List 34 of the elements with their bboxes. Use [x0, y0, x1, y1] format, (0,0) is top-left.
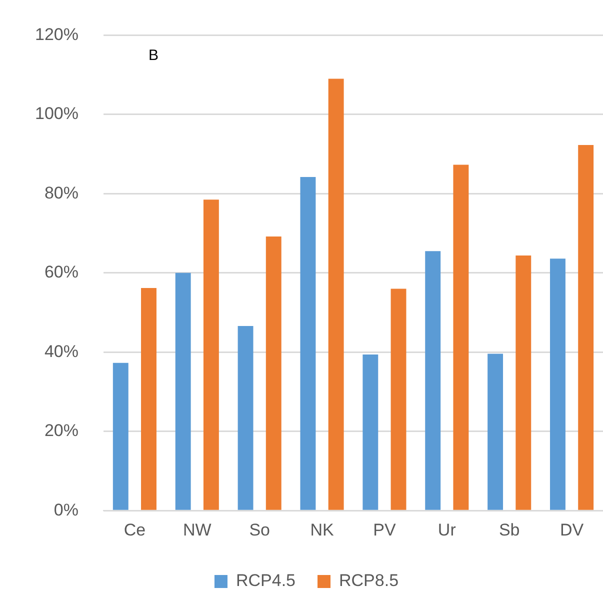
x-tick-label: NK [310, 520, 334, 540]
x-tick-label: Ce [124, 520, 146, 540]
bar [300, 177, 316, 510]
bar [550, 258, 566, 510]
bar [141, 288, 156, 510]
bar [578, 144, 594, 510]
bar [175, 272, 191, 510]
bar [266, 236, 282, 510]
bar [453, 164, 469, 510]
bar [112, 362, 128, 510]
annotation: B [148, 47, 158, 64]
y-tick-label: 100% [34, 104, 78, 124]
bar [516, 255, 532, 510]
bar [238, 326, 254, 510]
y-tick-label: 40% [44, 342, 78, 361]
y-tick-label: 60% [44, 262, 78, 282]
x-tick-label: DV [560, 520, 584, 540]
x-tick-label: NW [182, 520, 212, 540]
y-tick-label: 120% [34, 24, 78, 44]
x-tick-label: PV [373, 520, 396, 540]
x-tick-label: Ur [438, 520, 456, 540]
legend-label: RCP4.5 [236, 571, 296, 590]
x-tick-label: So [249, 520, 270, 540]
bar [425, 251, 441, 510]
x-tick-label: Sb [498, 520, 520, 540]
y-tick-label: 0% [54, 500, 78, 520]
bar [328, 78, 344, 510]
legend-label: RCP8.5 [339, 571, 399, 590]
bar [203, 200, 219, 510]
bar [488, 354, 504, 510]
bar [390, 288, 406, 510]
y-tick-label: 20% [44, 421, 78, 440]
bar [362, 354, 378, 510]
y-tick-label: 80% [44, 183, 78, 202]
